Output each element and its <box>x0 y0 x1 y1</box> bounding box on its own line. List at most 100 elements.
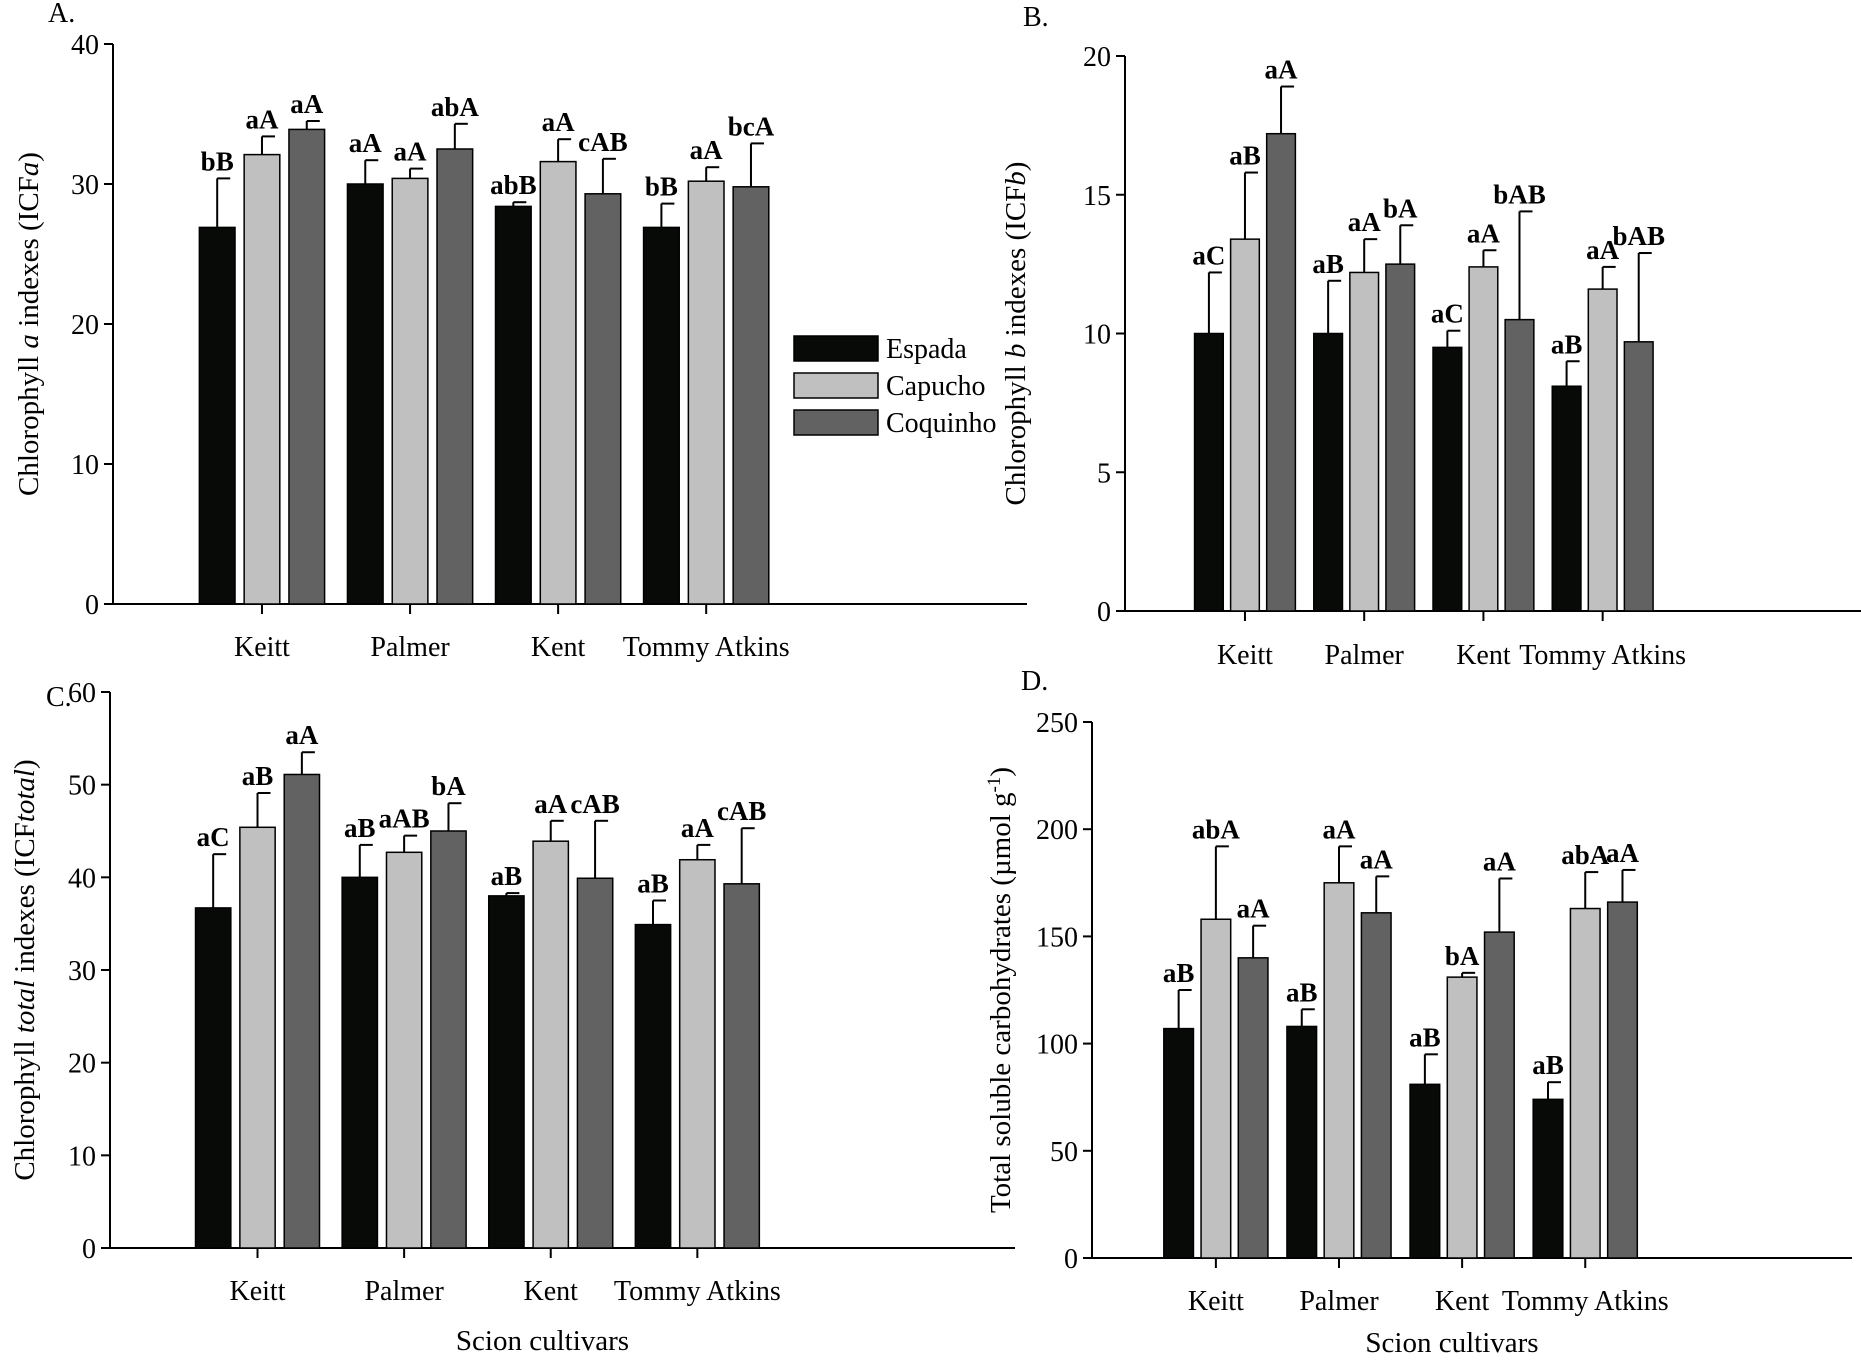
significance-label: aA <box>1265 55 1299 85</box>
bar-espada <box>1532 1098 1564 1259</box>
significance-label: aA <box>349 128 383 158</box>
bar-coquinho <box>732 186 770 605</box>
x-tick-label: Palmer <box>364 1276 444 1307</box>
panel-label: C. <box>46 682 72 713</box>
x-tick-label: Keitt <box>1217 640 1273 671</box>
legend-swatch-coquinho <box>793 409 879 436</box>
panel-c: C. 0 10 20 30 40 50 60 Chlorophyll total indexes… <box>9 678 1015 1357</box>
x-tick-label: Keitt <box>230 1276 286 1307</box>
legend-swatch-espada <box>793 335 879 362</box>
y-tick-label: 5 <box>1097 458 1111 489</box>
significance-label: bB <box>645 172 678 202</box>
y-tick-label: 30 <box>71 170 99 201</box>
bar-coquinho <box>1360 912 1392 1259</box>
significance-label: abA <box>431 92 480 122</box>
significance-label: aA <box>1348 207 1382 237</box>
bar-coquinho <box>1504 318 1535 612</box>
y-tick-label: 10 <box>71 450 99 481</box>
y-tick-label: 10 <box>68 1141 96 1172</box>
y-tick-label: 0 <box>1064 1244 1078 1275</box>
legend-label: Coquinho <box>886 408 996 439</box>
y-tick-label: 10 <box>1083 320 1111 351</box>
bar-coquinho <box>1623 341 1654 612</box>
y-tick-label: 0 <box>85 590 99 621</box>
y-tick-label: 250 <box>1036 708 1078 739</box>
significance-label: aB <box>1229 141 1261 171</box>
significance-label: aB <box>1286 977 1318 1007</box>
x-tick-label: Kent <box>1456 640 1511 671</box>
bar-espada <box>194 907 232 1249</box>
significance-label: aB <box>637 869 669 899</box>
bar-coquinho <box>1606 901 1639 1259</box>
significance-label: bA <box>431 771 466 801</box>
panel-label: B. <box>1023 2 1049 33</box>
bar-coquinho <box>288 128 326 605</box>
x-tick-label: Tommy Atkins <box>614 1276 781 1307</box>
bar-espada <box>1163 1027 1195 1259</box>
bar-capucho <box>391 177 429 605</box>
y-tick-label: 30 <box>68 956 96 987</box>
y-axis-label-part: ) <box>13 152 45 162</box>
y-axis-label-part: indexes (ICF <box>13 176 45 334</box>
y-tick-label: 40 <box>68 863 96 894</box>
x-axis-label: Scion cultivars <box>1365 1327 1538 1359</box>
significance-label: aA <box>1237 894 1271 924</box>
significance-label: bAB <box>1493 179 1546 209</box>
significance-label: aB <box>1163 958 1195 988</box>
bar-espada <box>1551 385 1582 612</box>
y-axis-label-part: indexes (ICF <box>1000 186 1032 344</box>
y-axis-label-part: total <box>9 980 41 1033</box>
bar-capucho <box>1323 882 1355 1259</box>
y-axis-label-part: -1 <box>984 777 1005 793</box>
y-tick-label: 100 <box>1036 1030 1078 1061</box>
significance-label: aA <box>690 135 724 165</box>
bar-coquinho <box>584 193 622 605</box>
y-tick-label: 15 <box>1083 181 1111 212</box>
x-tick-label: Kent <box>531 632 586 663</box>
legend-swatch-capucho <box>793 372 879 399</box>
bar-capucho <box>1446 976 1478 1259</box>
bar-capucho <box>1587 288 1618 612</box>
y-axis-label-part: ) <box>985 767 1017 777</box>
significance-label: cAB <box>717 796 767 826</box>
x-tick-label: Kent <box>1435 1286 1490 1317</box>
significance-label: aA <box>534 789 568 819</box>
x-tick-label: Kent <box>524 1276 579 1307</box>
significance-label: aA <box>245 104 279 134</box>
x-tick-label: Keitt <box>1188 1286 1244 1317</box>
significance-label: aB <box>242 761 274 791</box>
x-tick-label: Palmer <box>1325 640 1405 671</box>
legend-label: Capucho <box>886 371 986 402</box>
y-tick-label: 150 <box>1036 922 1078 953</box>
legend: Espada Capucho Coquinho <box>793 334 996 439</box>
significance-label: aA <box>681 813 715 843</box>
y-tick-label: 20 <box>1083 42 1111 73</box>
y-axis-label-part: Chlorophyll <box>13 349 45 496</box>
significance-label: aA <box>394 137 428 167</box>
y-axis-label-part: a <box>13 162 45 177</box>
bar-coquinho <box>1265 132 1297 612</box>
bar-espada <box>1313 332 1344 612</box>
y-tick-label: 20 <box>68 1049 96 1080</box>
bar-espada <box>1286 1025 1318 1259</box>
y-axis-label-part: Chlorophyll <box>1000 358 1032 505</box>
bar-espada <box>494 205 532 605</box>
bar-espada <box>1432 346 1463 612</box>
bar-capucho <box>239 826 276 1249</box>
significance-label: aA <box>1586 235 1620 265</box>
significance-label: bAB <box>1612 221 1665 251</box>
significance-label: bB <box>201 146 234 176</box>
bar-capucho <box>1349 271 1380 612</box>
y-tick-label: 50 <box>1050 1137 1078 1168</box>
bar-capucho <box>539 160 577 605</box>
panel-a: A. 0 10 20 30 40 Chlorophyll a indexes (ICFa) K… <box>13 0 1027 663</box>
panel-label: D. <box>1021 666 1048 697</box>
y-axis-label-part: a <box>13 334 45 349</box>
panel-b: B. 0 5 10 15 20 Chlorophyll b indexes (ICFb) Ke… <box>1000 2 1861 671</box>
y-axis-label-part: indexes (ICF <box>9 822 41 980</box>
y-tick-label: 20 <box>71 310 99 341</box>
x-tick-label: Palmer <box>370 632 450 663</box>
bar-espada <box>198 226 236 605</box>
bar-coquinho <box>1483 931 1515 1259</box>
